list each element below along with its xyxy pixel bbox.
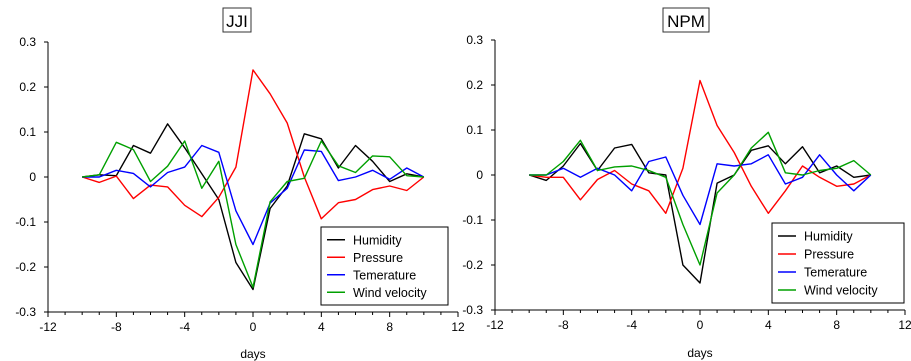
x-tick-label: -12 [39, 320, 57, 334]
x-tick-label: -12 [486, 318, 504, 332]
x-tick-label: 8 [386, 320, 393, 334]
x-tick-label: -4 [179, 320, 190, 334]
y-tick-label: -0.3 [15, 305, 36, 319]
chart-title: NPM [667, 12, 705, 31]
x-tick-label: 4 [765, 318, 772, 332]
x-tick-label: 12 [898, 318, 911, 332]
legend-label: Wind velocity [804, 284, 878, 298]
x-tick-label: 4 [318, 320, 325, 334]
series-line-wind-velocity [529, 131, 872, 266]
series-line-humidity [528, 142, 871, 284]
x-tick-label: -8 [111, 320, 122, 334]
x-tick-label: 12 [451, 320, 465, 334]
legend: Humidity Pressure Temerature Wind velocity [771, 222, 905, 304]
x-tick-label: 0 [697, 318, 704, 332]
legend-label: Pressure [804, 248, 854, 262]
chart-title: JJI [226, 12, 248, 31]
series-line-temerature [529, 154, 872, 226]
x-axis-title: days [240, 347, 265, 361]
y-tick-label: 0.2 [466, 78, 483, 92]
legend-label: Wind velocity [353, 286, 427, 300]
series-line-pressure [81, 69, 425, 220]
y-tick-label: 0.1 [466, 123, 483, 137]
legend-label: Temerature [353, 268, 416, 282]
legend-label: Humidity [804, 230, 853, 244]
y-tick-label: -0.1 [15, 215, 36, 229]
y-tick-label: 0.3 [466, 33, 483, 47]
legend-label: Humidity [353, 233, 402, 247]
y-tick-label: 0.2 [19, 80, 36, 94]
legend: Humidity Pressure Temerature Wind velocity [320, 226, 449, 306]
chart-jji: JJI 0.3 0.2 0.1 0 -0.1 -0.2 -0.3-12 -8 -4 0 4 8 12 day… [15, 7, 465, 361]
series-line-humidity [82, 123, 424, 291]
x-axis-title: days [687, 346, 712, 360]
series-line-temerature [82, 144, 425, 246]
x-tick-label: -4 [626, 318, 637, 332]
chart-title-box [222, 7, 252, 33]
legend-label: Temerature [804, 266, 867, 280]
y-tick-label: 0.1 [19, 125, 36, 139]
x-tick-label: 0 [250, 320, 257, 334]
chart-title-box [662, 7, 710, 33]
y-tick-label: -0.1 [462, 213, 483, 227]
y-tick-label: -0.2 [462, 258, 483, 272]
series-line-wind-velocity [82, 140, 424, 288]
x-tick-label: -8 [558, 318, 569, 332]
y-tick-label: 0 [29, 170, 36, 184]
y-tick-label: -0.2 [15, 260, 36, 274]
chart-npm: NPM 0.3 0.2 0.1 0 -0.1 -0.2 -0.3-12 -8 -4 0 4 8 12 day… [462, 7, 911, 360]
legend-label: Pressure [353, 251, 403, 265]
y-tick-label: 0.3 [19, 35, 36, 49]
x-tick-label: 8 [833, 318, 840, 332]
y-tick-label: -0.3 [462, 303, 483, 317]
y-tick-label: 0 [476, 168, 483, 182]
series-line-pressure [529, 79, 872, 215]
